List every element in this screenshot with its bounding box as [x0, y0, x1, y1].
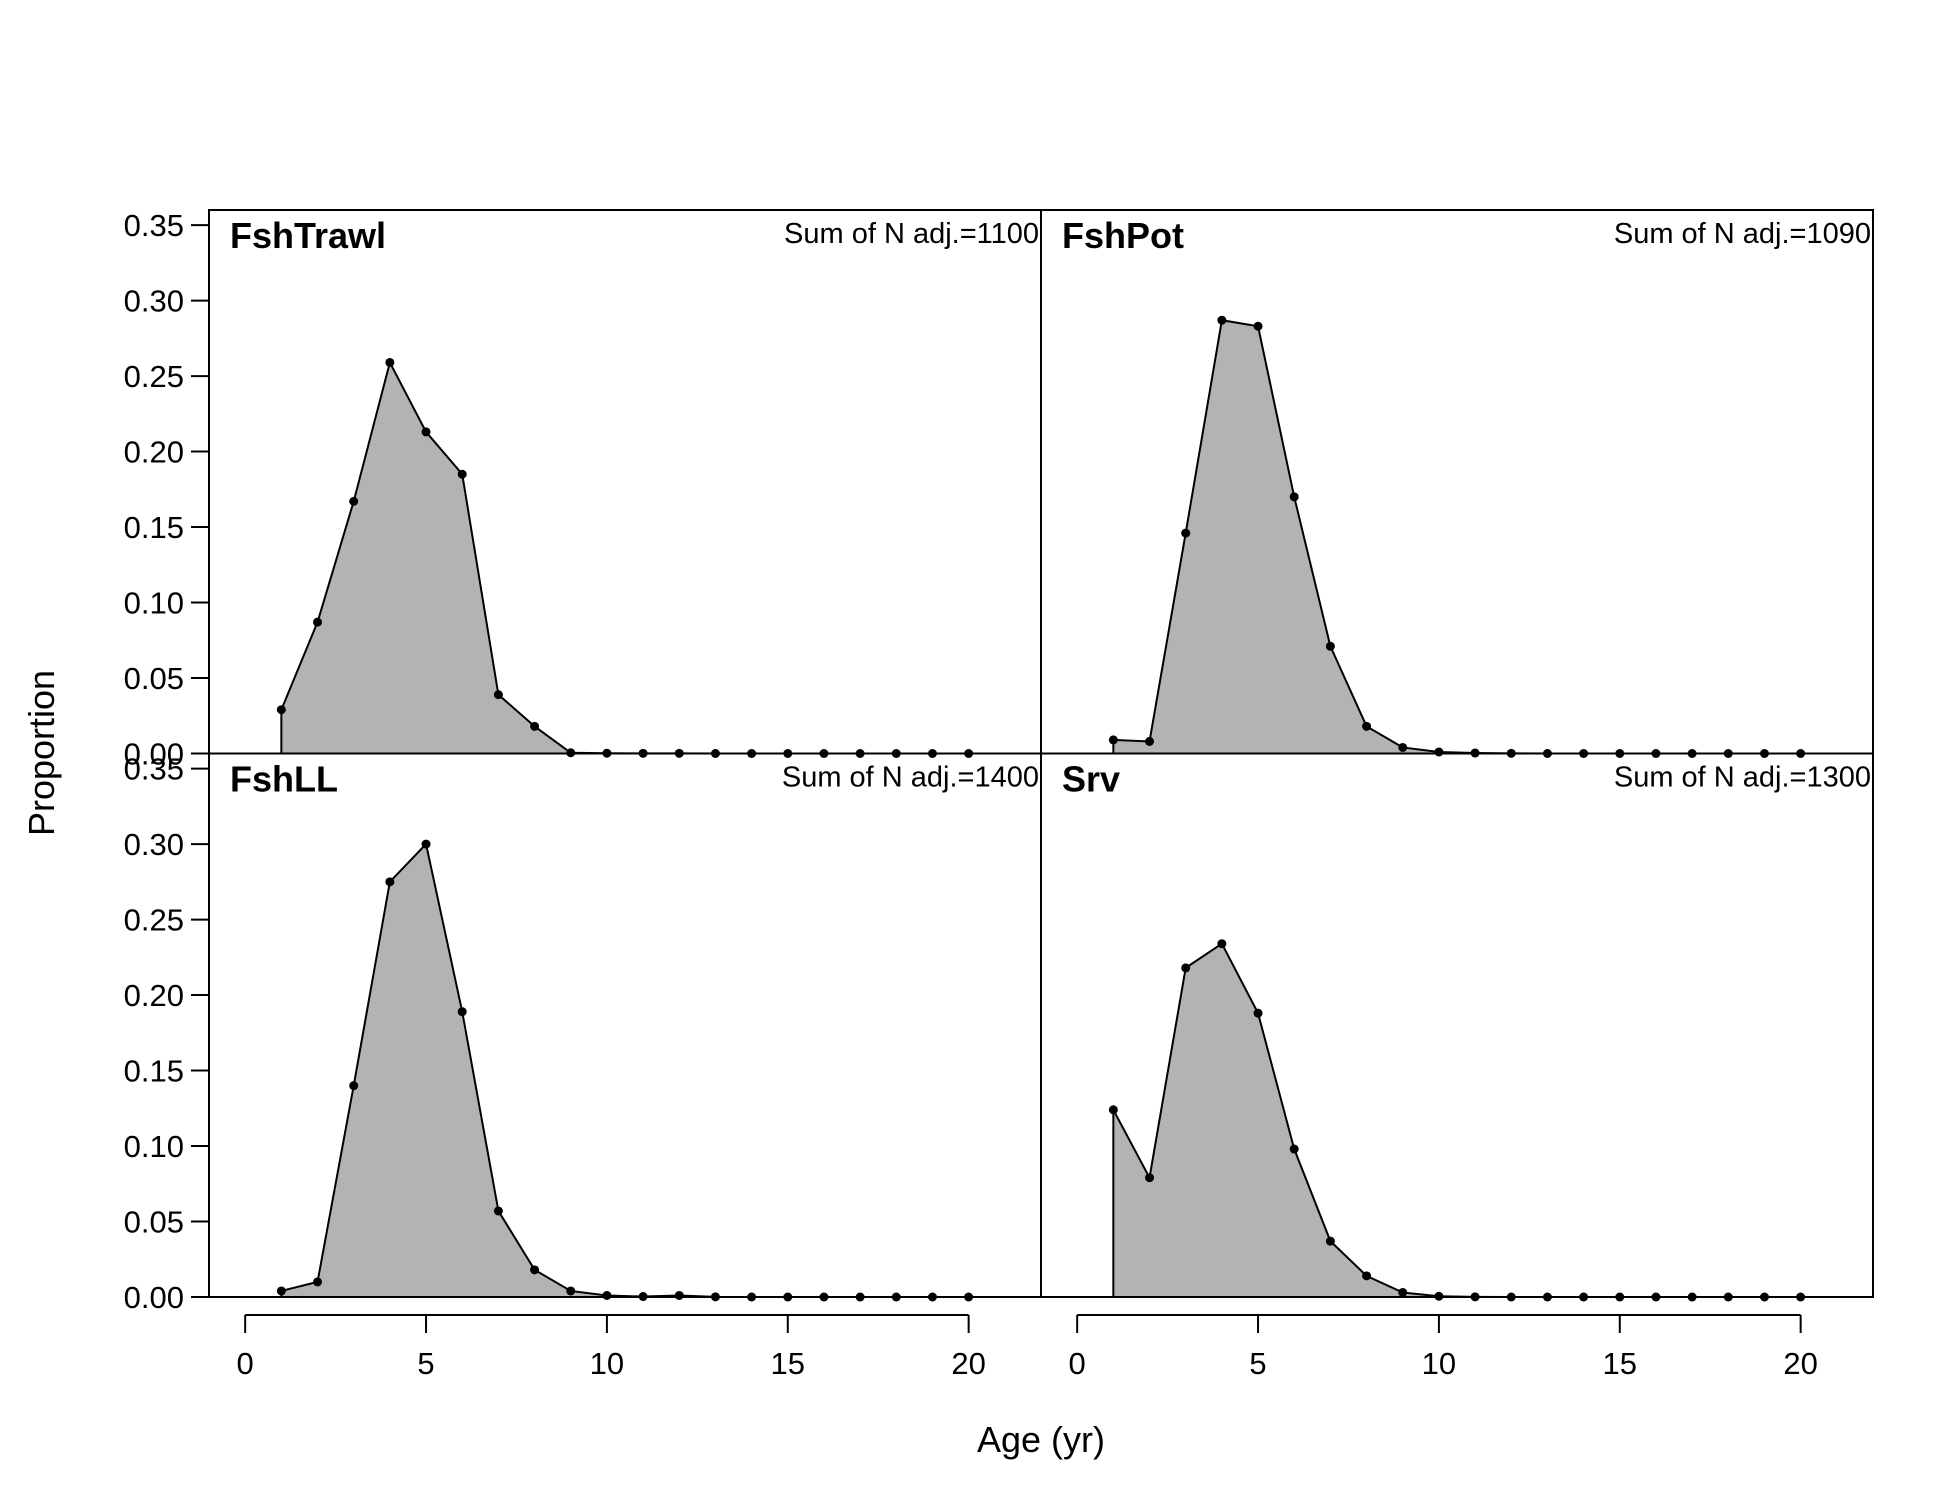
data-point [385, 877, 395, 887]
x-tick-label: 20 [951, 1346, 985, 1381]
data-point [1217, 315, 1227, 325]
area-fill [1113, 943, 1801, 1297]
y-tick-label: 0.15 [124, 510, 184, 545]
data-point [1108, 735, 1118, 745]
data-point [566, 1286, 576, 1296]
panel-fshll: FshLL Sum of N adj.=1400 [230, 759, 1039, 1302]
x-tick-label: 0 [1069, 1346, 1086, 1381]
panel-fshpot: FshPot Sum of N adj.=1090 [1062, 215, 1871, 758]
x-tick-label: 5 [417, 1346, 434, 1381]
panel-fshtrawl: FshTrawl Sum of N adj.=1100 [230, 215, 1039, 758]
data-point [530, 1265, 540, 1275]
panels-layer: FshTrawl Sum of N adj.=1100 FshPot Sum of N… [230, 215, 1871, 1302]
x-tick-label: 10 [590, 1346, 624, 1381]
data-point [276, 1286, 286, 1296]
data-point [1289, 492, 1299, 502]
x-tick-label: 15 [1603, 1346, 1637, 1381]
data-point [493, 1206, 503, 1216]
data-point [1325, 641, 1335, 651]
panel-title: Srv [1062, 759, 1120, 800]
x-tick-label: 10 [1422, 1346, 1456, 1381]
data-point [1145, 1173, 1155, 1183]
panel-note: Sum of N adj.=1300 [1614, 762, 1871, 794]
data-point [1362, 1271, 1372, 1281]
data-point [457, 469, 467, 479]
data-point [1325, 1236, 1335, 1246]
panel-note: Sum of N adj.=1090 [1614, 218, 1871, 250]
data-point [421, 839, 431, 849]
data-point [1289, 1144, 1299, 1154]
data-point [530, 721, 540, 731]
panel-title: FshLL [230, 759, 338, 800]
data-point [674, 1290, 684, 1300]
x-tick-label: 20 [1783, 1346, 1817, 1381]
y-axis-title: Proportion [21, 670, 62, 836]
y-tick-label: 0.30 [124, 284, 184, 319]
data-point [602, 1290, 612, 1300]
data-point [1398, 742, 1408, 752]
x-tick-label: 5 [1249, 1346, 1266, 1381]
data-point [1434, 747, 1444, 757]
y-tick-label: 0.10 [124, 1129, 184, 1164]
data-point [1253, 1008, 1263, 1018]
y-tick-label: 0.20 [124, 435, 184, 470]
data-point [493, 690, 503, 700]
y-tick-label: 0.35 [124, 208, 184, 243]
x-tick-label: 0 [237, 1346, 254, 1381]
y-tick-label: 0.20 [124, 978, 184, 1013]
data-point [1217, 939, 1227, 949]
data-point [1398, 1287, 1408, 1297]
area-fill [281, 362, 969, 754]
area-fill [1113, 320, 1801, 754]
y-tick-label: 0.25 [124, 903, 184, 938]
y-tick-label: 0.05 [124, 1205, 184, 1240]
panel-note: Sum of N adj.=1100 [784, 218, 1039, 250]
panel-note: Sum of N adj.=1400 [782, 762, 1039, 794]
y-tick-label: 0.35 [124, 752, 184, 787]
y-tick-label: 0.30 [124, 827, 184, 862]
data-point [1362, 721, 1372, 731]
data-point [1145, 736, 1155, 746]
data-point [349, 1081, 359, 1091]
y-tick-label: 0.00 [124, 1280, 184, 1315]
axes-layer: 0.000.050.100.150.200.250.300.350.000.05… [124, 208, 1874, 1381]
data-point [1181, 963, 1191, 973]
data-point [1108, 1105, 1118, 1115]
data-point [1253, 321, 1263, 331]
data-point [421, 427, 431, 437]
panel-title: FshPot [1062, 215, 1184, 256]
data-point [276, 705, 286, 715]
panel-srv: Srv Sum of N adj.=1300 [1062, 759, 1871, 1302]
y-tick-label: 0.15 [124, 1054, 184, 1089]
data-point [313, 1277, 323, 1287]
area-fill [281, 844, 969, 1297]
data-point [385, 357, 395, 367]
data-point [457, 1007, 467, 1017]
y-tick-label: 0.00 [124, 737, 184, 772]
data-point [349, 496, 359, 506]
panel-title: FshTrawl [230, 215, 386, 256]
x-axis-title: Age (yr) [977, 1419, 1105, 1460]
y-tick-label: 0.05 [124, 661, 184, 696]
y-tick-label: 0.25 [124, 359, 184, 394]
data-point [1181, 528, 1191, 538]
data-point [313, 617, 323, 627]
x-tick-label: 15 [771, 1346, 805, 1381]
y-tick-label: 0.10 [124, 586, 184, 621]
